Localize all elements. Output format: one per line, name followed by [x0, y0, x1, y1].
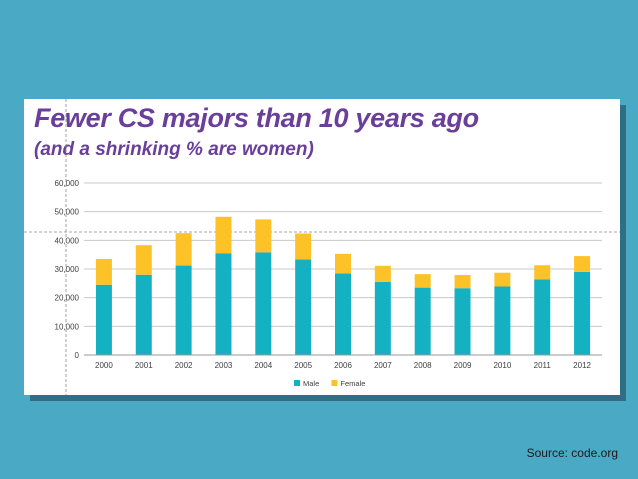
- x-tick-label: 2000: [95, 361, 113, 370]
- y-tick-label: 10,000: [55, 322, 80, 331]
- x-tick-label: 2002: [175, 361, 193, 370]
- bar-female-2001: [135, 245, 152, 275]
- chart-subtitle: (and a shrinking % are women): [34, 139, 314, 160]
- bar-male-2002: [175, 265, 192, 355]
- bar-male-2004: [255, 252, 272, 355]
- legend-swatch-female: [331, 380, 338, 386]
- x-tick-label: 2007: [374, 361, 392, 370]
- bar-male-2006: [335, 273, 351, 355]
- y-tick-label: 60,000: [55, 179, 80, 188]
- bar-female-2008: [414, 274, 431, 288]
- bar-female-2012: [574, 256, 591, 272]
- bar-female-2007: [374, 265, 391, 282]
- bar-female-2010: [494, 272, 511, 287]
- legend-label-female: Female: [340, 379, 365, 388]
- bar-male-2003: [215, 253, 232, 355]
- bar-female-2003: [215, 216, 232, 254]
- y-tick-label: 50,000: [55, 208, 80, 217]
- bar-female-2000: [95, 258, 112, 285]
- x-tick-label: 2008: [414, 361, 432, 370]
- bar-female-2009: [454, 275, 471, 289]
- bar-male-2005: [295, 259, 312, 355]
- bar-female-2006: [335, 253, 351, 274]
- bar-male-2011: [534, 279, 551, 355]
- bar-male-2001: [135, 274, 152, 355]
- legend-label-male: Male: [303, 379, 319, 388]
- bar-male-2009: [454, 288, 471, 355]
- bar-male-2007: [374, 281, 391, 355]
- x-tick-label: 2006: [334, 361, 352, 370]
- chart-title: Fewer CS majors than 10 years ago: [34, 103, 479, 133]
- x-tick-label: 2012: [573, 361, 591, 370]
- bar-female-2004: [255, 219, 272, 253]
- bar-male-2012: [574, 271, 591, 355]
- source-caption: Source: code.org: [526, 446, 618, 460]
- bar-chart: 0 10,000 20,000 30,000 40,000 50,000 60,000 200…: [24, 99, 620, 395]
- x-tick-label: 2004: [254, 361, 272, 370]
- bar-male-2000: [95, 284, 112, 355]
- x-tick-label: 2001: [135, 361, 153, 370]
- bar-female-2002: [175, 233, 192, 266]
- y-tick-label: 40,000: [55, 236, 80, 245]
- x-tick-label: 2011: [534, 361, 552, 370]
- bar-male-2010: [494, 286, 511, 355]
- y-tick-label: 30,000: [55, 265, 80, 274]
- y-tick-label: 0: [75, 351, 80, 360]
- x-tick-label: 2009: [454, 361, 472, 370]
- bar-male-2008: [414, 287, 431, 355]
- x-tick-label: 2003: [215, 361, 233, 370]
- bar-female-2011: [534, 265, 551, 280]
- bar-female-2005: [295, 233, 312, 260]
- x-tick-label: 2005: [294, 361, 312, 370]
- x-tick-label: 2010: [493, 361, 511, 370]
- legend-swatch-male: [294, 380, 300, 386]
- y-tick-label: 20,000: [55, 294, 80, 303]
- chart-slide-card: Fewer CS majors than 10 years ago (and a…: [24, 99, 620, 395]
